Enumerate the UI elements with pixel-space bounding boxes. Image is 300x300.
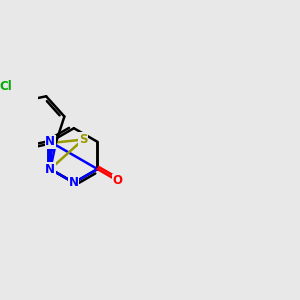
- Text: N: N: [45, 163, 55, 176]
- Text: N: N: [69, 176, 79, 189]
- Text: N: N: [45, 135, 55, 148]
- Text: O: O: [112, 174, 122, 187]
- Text: S: S: [79, 133, 87, 146]
- Text: Cl: Cl: [0, 80, 12, 93]
